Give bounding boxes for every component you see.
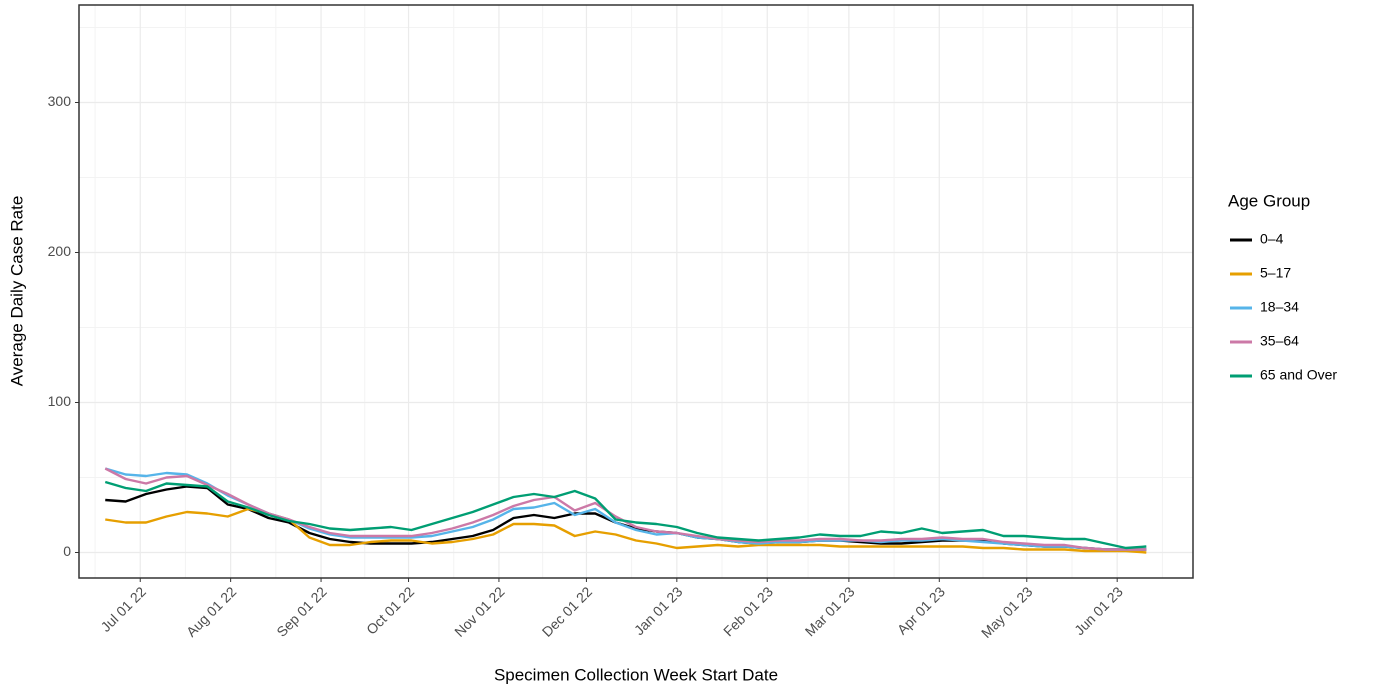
legend-label: 5–17 [1260,265,1291,281]
x-tick-label: Aug 01 22 [183,583,240,640]
x-tick-label: Apr 01 23 [894,583,948,637]
y-tick-label: 300 [48,93,72,109]
x-tick-label: Jun 01 23 [1071,583,1126,638]
y-tick-label: 0 [63,543,71,559]
x-tick-label: Nov 01 22 [451,583,508,640]
x-tick-label: Jul 01 22 [97,583,149,635]
x-tick-label: Dec 01 22 [539,583,596,640]
y-tick-label: 100 [48,393,72,409]
x-tick-label: May 01 23 [978,583,1036,641]
panel-border [78,4,1194,579]
x-axis-label: Specimen Collection Week Start Date [494,665,778,684]
legend-label: 35–64 [1260,333,1299,349]
x-tick-label: Jan 01 23 [631,583,686,638]
legend-title: Age Group [1228,191,1310,210]
legend-label: 65 and Over [1260,367,1337,383]
legend-label: 0–4 [1260,231,1284,247]
y-tick-label: 200 [48,243,72,259]
grid [79,5,1193,578]
x-tick-label: Sep 01 22 [273,583,330,640]
y-axis-label: Average Daily Case Rate [7,196,26,387]
x-tick-label: Feb 01 23 [720,583,776,639]
x-tick-label: Oct 01 22 [363,583,417,637]
x-tick-label: Mar 01 23 [802,583,858,639]
data-line [104,480,1147,550]
legend-label: 18–34 [1260,299,1299,315]
